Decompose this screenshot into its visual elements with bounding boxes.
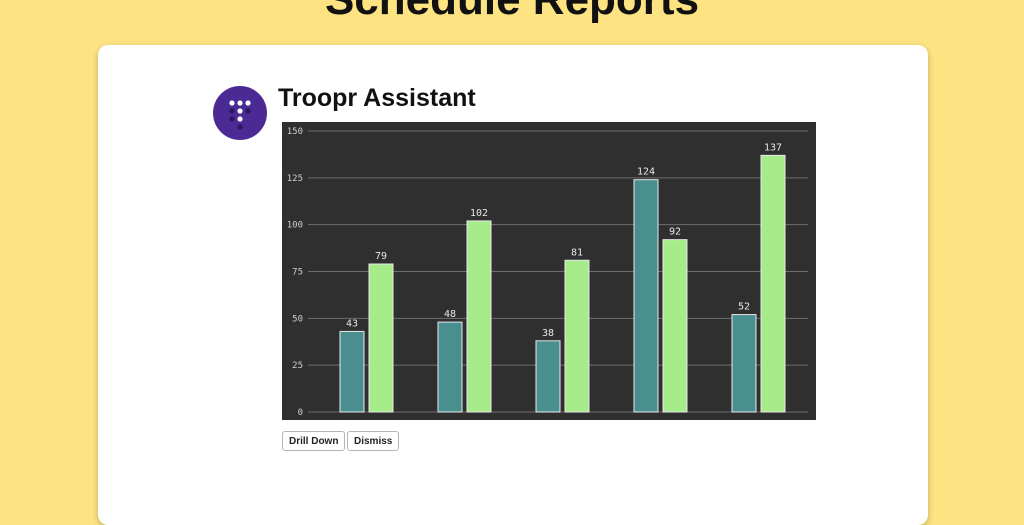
bar <box>760 154 786 413</box>
y-tick-label: 0 <box>298 408 303 418</box>
sender-name: Troopr Assistant <box>278 84 476 112</box>
bar <box>662 239 688 413</box>
y-tick-label: 100 <box>287 221 303 231</box>
data-label: 81 <box>571 247 583 258</box>
page-title: Schedule Reports <box>0 0 1024 22</box>
bar <box>466 220 492 413</box>
y-tick-label: 125 <box>287 174 303 184</box>
bar <box>535 340 561 413</box>
bar <box>731 314 757 413</box>
troopr-logo-icon <box>213 86 267 140</box>
bar-chart: 0 25 50 75 100 125 150 43 79 48 102 38 81 124 92 52 137 <box>282 122 816 420</box>
data-label: 79 <box>375 251 387 262</box>
bar <box>437 321 463 413</box>
y-tick-label: 25 <box>292 361 303 371</box>
data-label: 43 <box>346 318 358 329</box>
bar <box>564 259 590 413</box>
data-label: 124 <box>637 167 655 178</box>
bar <box>368 263 394 413</box>
y-tick-label: 150 <box>287 127 303 137</box>
data-label: 137 <box>764 142 782 153</box>
drill-down-button[interactable]: Drill Down <box>282 431 346 451</box>
y-tick-label: 75 <box>292 268 303 278</box>
data-label: 48 <box>444 309 456 320</box>
bar <box>633 179 659 413</box>
report-chart: 0 25 50 75 100 125 150 43 79 48 102 38 81 124 92 52 137 <box>282 122 816 420</box>
data-label: 38 <box>542 328 554 339</box>
bar <box>339 330 365 413</box>
data-label: 102 <box>470 208 488 219</box>
data-label: 52 <box>738 302 750 313</box>
dismiss-button[interactable]: Dismiss <box>347 431 400 451</box>
data-label: 92 <box>669 227 681 238</box>
y-tick-label: 50 <box>292 314 303 324</box>
